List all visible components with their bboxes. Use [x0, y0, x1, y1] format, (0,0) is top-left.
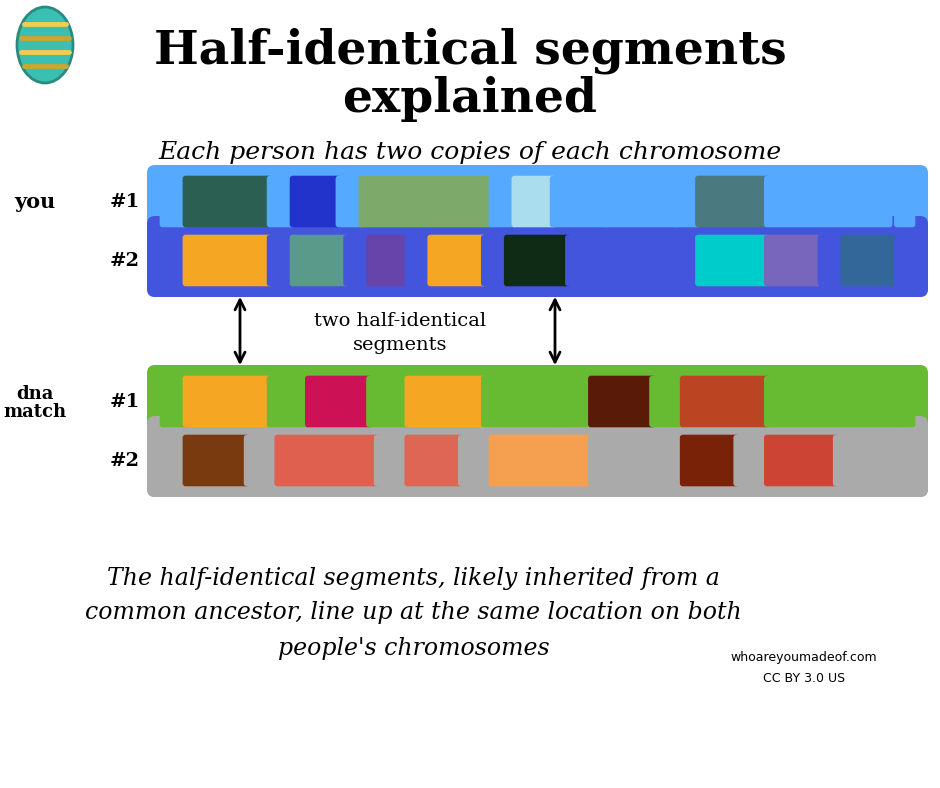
- FancyBboxPatch shape: [733, 435, 770, 486]
- FancyBboxPatch shape: [267, 235, 296, 286]
- FancyBboxPatch shape: [267, 176, 296, 227]
- FancyBboxPatch shape: [680, 435, 740, 486]
- FancyBboxPatch shape: [603, 235, 678, 286]
- FancyBboxPatch shape: [404, 235, 433, 286]
- Text: The half-identical segments, likely inherited from a: The half-identical segments, likely inhe…: [107, 567, 720, 589]
- FancyBboxPatch shape: [182, 435, 250, 486]
- FancyBboxPatch shape: [290, 235, 350, 286]
- FancyBboxPatch shape: [367, 376, 411, 427]
- FancyBboxPatch shape: [489, 176, 518, 227]
- FancyBboxPatch shape: [147, 365, 928, 497]
- Text: #2: #2: [110, 251, 140, 269]
- FancyBboxPatch shape: [650, 376, 686, 427]
- Text: explained: explained: [342, 76, 598, 121]
- Text: Each person has two copies of each chromosome: Each person has two copies of each chrom…: [159, 141, 781, 165]
- FancyBboxPatch shape: [696, 235, 770, 286]
- FancyBboxPatch shape: [818, 235, 847, 286]
- FancyBboxPatch shape: [650, 435, 686, 486]
- FancyBboxPatch shape: [504, 235, 572, 286]
- FancyBboxPatch shape: [243, 435, 280, 486]
- FancyBboxPatch shape: [182, 376, 273, 427]
- FancyBboxPatch shape: [588, 435, 655, 486]
- FancyBboxPatch shape: [550, 176, 609, 227]
- FancyBboxPatch shape: [672, 235, 701, 286]
- Text: Half-identical segments: Half-identical segments: [153, 28, 787, 75]
- FancyBboxPatch shape: [481, 235, 509, 286]
- FancyBboxPatch shape: [182, 176, 273, 227]
- FancyBboxPatch shape: [147, 216, 928, 297]
- FancyBboxPatch shape: [147, 165, 928, 297]
- FancyBboxPatch shape: [404, 435, 464, 486]
- FancyBboxPatch shape: [764, 435, 838, 486]
- FancyBboxPatch shape: [894, 235, 916, 286]
- FancyBboxPatch shape: [680, 376, 770, 427]
- FancyBboxPatch shape: [557, 376, 594, 427]
- FancyBboxPatch shape: [894, 176, 916, 227]
- FancyBboxPatch shape: [672, 176, 701, 227]
- Text: two half-identical: two half-identical: [314, 312, 486, 330]
- FancyBboxPatch shape: [833, 435, 901, 486]
- FancyBboxPatch shape: [764, 176, 892, 227]
- FancyBboxPatch shape: [428, 235, 487, 286]
- FancyBboxPatch shape: [182, 235, 273, 286]
- Ellipse shape: [17, 7, 73, 83]
- FancyBboxPatch shape: [404, 376, 487, 427]
- FancyBboxPatch shape: [481, 376, 563, 427]
- FancyBboxPatch shape: [374, 435, 411, 486]
- Text: match: match: [4, 403, 67, 421]
- FancyBboxPatch shape: [160, 435, 189, 486]
- FancyBboxPatch shape: [336, 176, 365, 227]
- Text: segments: segments: [352, 336, 447, 354]
- Text: people's chromosomes: people's chromosomes: [278, 637, 549, 660]
- FancyBboxPatch shape: [274, 435, 380, 486]
- FancyBboxPatch shape: [840, 235, 901, 286]
- Text: you: you: [14, 191, 55, 211]
- FancyBboxPatch shape: [764, 235, 823, 286]
- FancyBboxPatch shape: [894, 435, 916, 486]
- FancyBboxPatch shape: [603, 176, 678, 227]
- FancyBboxPatch shape: [894, 376, 916, 427]
- FancyBboxPatch shape: [160, 376, 189, 427]
- FancyBboxPatch shape: [160, 235, 189, 286]
- FancyBboxPatch shape: [696, 176, 770, 227]
- FancyBboxPatch shape: [565, 235, 609, 286]
- FancyBboxPatch shape: [764, 376, 901, 427]
- FancyBboxPatch shape: [160, 176, 189, 227]
- FancyBboxPatch shape: [367, 235, 411, 286]
- Text: whoareyoumadeof.com: whoareyoumadeof.com: [730, 652, 877, 664]
- Text: CC BY 3.0 US: CC BY 3.0 US: [762, 671, 845, 685]
- Text: #1: #1: [110, 192, 140, 210]
- FancyBboxPatch shape: [290, 176, 341, 227]
- FancyBboxPatch shape: [511, 176, 556, 227]
- FancyBboxPatch shape: [458, 435, 494, 486]
- Text: dna: dna: [16, 385, 54, 403]
- FancyBboxPatch shape: [305, 376, 372, 427]
- FancyBboxPatch shape: [358, 176, 494, 227]
- FancyBboxPatch shape: [147, 416, 928, 497]
- Text: #1: #1: [110, 392, 140, 411]
- Text: #2: #2: [110, 452, 140, 470]
- FancyBboxPatch shape: [267, 376, 311, 427]
- Text: common ancestor, line up at the same location on both: common ancestor, line up at the same loc…: [86, 601, 742, 625]
- FancyBboxPatch shape: [343, 235, 372, 286]
- FancyBboxPatch shape: [489, 435, 594, 486]
- FancyBboxPatch shape: [588, 376, 655, 427]
